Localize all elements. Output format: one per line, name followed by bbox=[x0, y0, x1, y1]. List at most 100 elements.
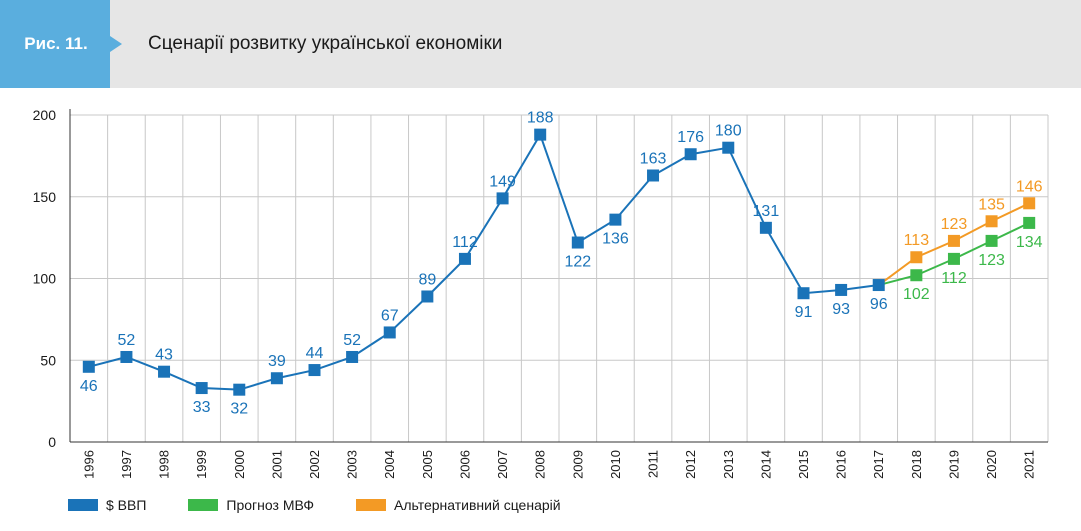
y-tick-label-50: 50 bbox=[40, 352, 56, 368]
x-tick-label-2020: 2020 bbox=[984, 450, 999, 479]
x-tick-label-2001: 2001 bbox=[269, 450, 284, 479]
legend-label-imf: Прогноз МВФ bbox=[226, 497, 315, 513]
x-tick-label-2011: 2011 bbox=[646, 450, 661, 478]
data-point-0-2003 bbox=[346, 350, 359, 363]
x-tick-label-2013: 2013 bbox=[721, 450, 736, 479]
data-point-2-2018 bbox=[910, 251, 923, 264]
badge-background bbox=[0, 0, 122, 88]
legend-item-imf: Прогноз МВФ bbox=[188, 497, 314, 513]
data-point-2-2021 bbox=[1023, 197, 1036, 210]
data-label-0-2015: 91 bbox=[795, 304, 813, 321]
data-point-0-2005 bbox=[421, 290, 434, 303]
x-tick-label-2009: 2009 bbox=[570, 450, 585, 479]
data-label-0-1998: 43 bbox=[155, 347, 173, 364]
x-tick-label-2000: 2000 bbox=[232, 450, 247, 479]
data-point-0-2012 bbox=[684, 148, 697, 161]
data-point-0-2013 bbox=[722, 141, 735, 154]
legend-swatch-imf bbox=[188, 499, 219, 511]
x-tick-label-2021: 2021 bbox=[1022, 450, 1037, 479]
y-tick-label-150: 150 bbox=[33, 189, 57, 205]
x-tick-label-2015: 2015 bbox=[796, 450, 811, 479]
data-label-1-2021: 134 bbox=[1016, 234, 1043, 251]
x-tick-label-2010: 2010 bbox=[608, 450, 623, 479]
data-label-2-2018: 113 bbox=[904, 232, 930, 249]
data-label-0-2012: 176 bbox=[677, 129, 704, 146]
data-point-0-2015 bbox=[797, 287, 810, 300]
data-point-0-2000 bbox=[233, 383, 246, 396]
x-tick-label-1997: 1997 bbox=[119, 450, 134, 479]
data-label-0-2010: 136 bbox=[602, 231, 629, 248]
x-tick-label-2018: 2018 bbox=[909, 450, 924, 479]
data-point-1-2020 bbox=[985, 234, 998, 247]
data-label-0-2017: 96 bbox=[870, 296, 888, 313]
data-label-2-2019: 123 bbox=[941, 216, 968, 233]
x-tick-label-2008: 2008 bbox=[533, 450, 548, 479]
data-label-1-2019: 112 bbox=[941, 270, 967, 287]
x-tick-label-2003: 2003 bbox=[345, 450, 360, 479]
data-point-0-2009 bbox=[571, 236, 584, 249]
data-point-1-2018 bbox=[910, 269, 923, 282]
data-point-0-2014 bbox=[759, 221, 772, 234]
data-label-0-2007: 149 bbox=[489, 173, 516, 190]
x-tick-label-1999: 1999 bbox=[194, 450, 209, 479]
data-point-2-2020 bbox=[985, 215, 998, 228]
legend-swatch-alt bbox=[356, 499, 387, 511]
figure-label: Рис. 11. bbox=[24, 34, 88, 53]
data-point-1-2021 bbox=[1023, 216, 1036, 229]
data-label-0-2001: 39 bbox=[268, 353, 286, 370]
data-point-0-2006 bbox=[458, 252, 471, 265]
chart-legend: $ ВВП Прогноз МВФ Альтернативний сценарі… bbox=[68, 494, 603, 516]
figure-header: Рис. 11. Сценарії розвитку української е… bbox=[0, 0, 1081, 88]
legend-swatch-gdp bbox=[68, 499, 98, 511]
x-tick-label-2019: 2019 bbox=[946, 450, 961, 479]
data-label-0-2000: 32 bbox=[230, 401, 248, 418]
x-tick-label-1996: 1996 bbox=[81, 450, 96, 479]
data-label-0-2011: 163 bbox=[640, 150, 667, 167]
y-tick-label-200: 200 bbox=[33, 107, 57, 123]
data-label-0-2005: 89 bbox=[418, 271, 436, 288]
data-point-0-1998 bbox=[158, 365, 171, 378]
data-label-0-2014: 131 bbox=[753, 203, 780, 220]
figure-title: Сценарії розвитку української економіки bbox=[148, 33, 503, 54]
x-tick-label-2017: 2017 bbox=[871, 450, 886, 479]
x-tick-label-2006: 2006 bbox=[457, 450, 472, 479]
x-tick-label-2016: 2016 bbox=[834, 450, 849, 479]
data-point-0-2002 bbox=[308, 364, 321, 377]
x-tick-label-2012: 2012 bbox=[683, 450, 698, 479]
data-label-2-2020: 135 bbox=[978, 196, 1005, 213]
data-point-0-2017 bbox=[872, 279, 885, 292]
x-tick-label-2007: 2007 bbox=[495, 450, 510, 479]
data-label-0-2003: 52 bbox=[343, 332, 361, 349]
data-point-0-2001 bbox=[270, 372, 283, 385]
data-label-0-2006: 112 bbox=[452, 234, 478, 251]
y-tick-label-100: 100 bbox=[33, 271, 57, 287]
figure-badge: Рис. 11. bbox=[0, 0, 122, 88]
data-label-0-2013: 180 bbox=[715, 123, 742, 140]
data-point-0-2007 bbox=[496, 192, 509, 205]
data-label-0-2016: 93 bbox=[832, 301, 850, 318]
legend-label-gdp: $ ВВП bbox=[106, 497, 147, 513]
data-point-0-1997 bbox=[120, 350, 133, 363]
legend-label-alt: Альтернативний сценарій bbox=[394, 497, 561, 513]
data-point-0-2010 bbox=[609, 213, 622, 226]
data-point-1-2019 bbox=[947, 252, 960, 265]
line-chart: 0 50 100 150 200 1996 1997 1998 1999 2000 2001 2002… bbox=[33, 107, 1049, 479]
data-label-0-1996: 46 bbox=[80, 378, 98, 395]
series-line-0 bbox=[88, 132, 879, 391]
x-tick-label-2002: 2002 bbox=[307, 450, 322, 479]
data-label-0-2009: 122 bbox=[564, 254, 591, 271]
y-tick-label-0: 0 bbox=[48, 434, 56, 450]
data-label-0-1997: 52 bbox=[118, 332, 136, 349]
legend-item-gdp: $ ВВП bbox=[68, 497, 146, 513]
data-label-0-1999: 33 bbox=[193, 399, 211, 416]
x-tick-label-2004: 2004 bbox=[382, 450, 397, 479]
data-point-0-1999 bbox=[195, 382, 208, 395]
data-label-1-2020: 123 bbox=[978, 252, 1005, 269]
data-point-0-2004 bbox=[383, 326, 396, 339]
data-point-0-1996 bbox=[82, 360, 95, 373]
data-point-2-2019 bbox=[947, 234, 960, 247]
data-label-2-2021: 146 bbox=[1016, 178, 1043, 195]
x-tick-label-2014: 2014 bbox=[758, 450, 773, 479]
data-point-0-2011 bbox=[647, 169, 660, 182]
legend-item-alt: Альтернативний сценарій bbox=[356, 497, 561, 513]
